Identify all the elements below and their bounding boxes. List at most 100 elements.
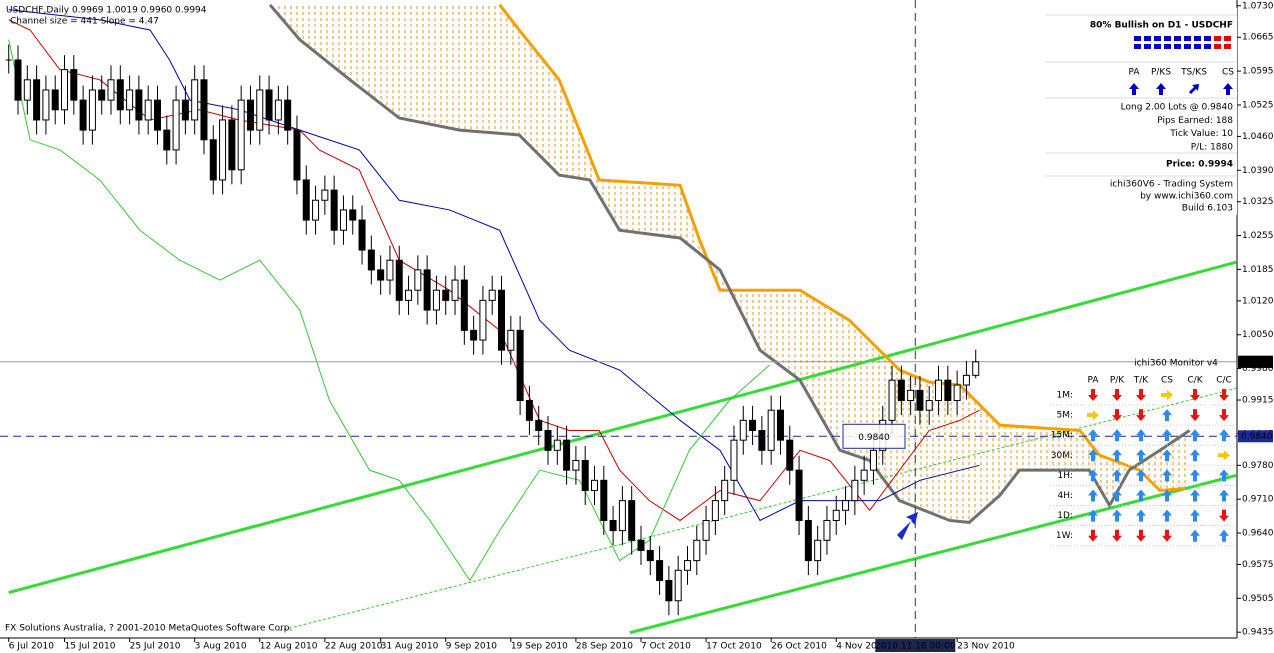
monitor-row-label: 1W:	[1056, 531, 1073, 541]
candle-body	[61, 69, 69, 111]
panel-info: ichi360V6 - Trading System	[1110, 180, 1233, 190]
candle-body	[451, 279, 459, 301]
panel-info: Build 6.103	[1182, 204, 1233, 214]
signal-icon	[1162, 469, 1172, 482]
candle-body	[637, 539, 645, 551]
candle-body	[460, 279, 468, 331]
y-tick-label: 1.0730	[1242, 1, 1274, 11]
signal-icon	[1190, 389, 1200, 401]
y-tick-label: 1.0185	[1242, 265, 1274, 275]
panel-column: P/KS	[1151, 68, 1171, 78]
indicator-line	[498, 3, 1186, 493]
candle-body	[228, 119, 236, 171]
candle-body	[525, 400, 533, 421]
signal-icon	[1112, 409, 1122, 422]
candle-body	[656, 560, 664, 581]
strength-block	[1184, 36, 1191, 41]
chart-subtitle: Channel size = 441 Slope = 4.47	[10, 17, 159, 27]
candle-body	[470, 329, 478, 341]
candle-body	[944, 379, 952, 402]
monitor-row-label: 1D:	[1057, 511, 1073, 521]
candle-body	[888, 379, 896, 421]
trade-info: Pips Earned: 188	[1157, 116, 1233, 126]
signal-icon	[1218, 450, 1230, 461]
candle-body	[302, 179, 310, 221]
signal-icon	[1112, 489, 1122, 502]
y-tick-label: 1.0050	[1242, 330, 1274, 340]
candle-body	[907, 389, 915, 402]
candle-body	[739, 419, 747, 441]
trade-info: P/L: 1880	[1191, 142, 1234, 152]
candle-body	[116, 79, 124, 111]
candle-body	[935, 379, 943, 402]
indicator-line	[8, 9, 980, 522]
signal-icon	[1190, 429, 1200, 442]
signal-icon	[1088, 509, 1098, 522]
signal-icon	[1088, 489, 1098, 502]
strength-block	[1224, 44, 1231, 49]
candle-body	[516, 329, 524, 402]
panel-column: CS	[1222, 68, 1234, 78]
panel-info: by www.ichi360.com	[1140, 192, 1233, 202]
entry-price-label: 0.9840	[1241, 432, 1273, 442]
candle-body	[683, 560, 691, 571]
signal-icon	[1190, 509, 1200, 522]
trade-info: Tick Value: 10	[1169, 129, 1233, 139]
candle-body	[386, 259, 394, 281]
signal-icon	[1190, 409, 1200, 422]
candle-body	[51, 89, 59, 111]
strength-block	[1214, 44, 1221, 49]
candle-body	[498, 289, 506, 351]
candle-body	[823, 519, 831, 541]
signal-icon	[1136, 529, 1146, 542]
strength-block	[1134, 44, 1141, 49]
candle-body	[860, 469, 868, 481]
panel-title: 80% Bullish on D1 - USDCHF	[1090, 21, 1233, 31]
y-tick-label: 1.0665	[1242, 33, 1274, 43]
monitor-row-label: 30M:	[1051, 451, 1073, 461]
signal-icon	[1088, 469, 1098, 482]
candle-body	[553, 439, 561, 451]
y-tick-label: 1.0255	[1242, 231, 1274, 241]
signal-icon	[1129, 83, 1139, 95]
candle-body	[219, 119, 227, 181]
signal-icon	[1136, 469, 1146, 482]
strength-block	[1224, 36, 1231, 41]
y-tick-label: 0.9505	[1242, 594, 1274, 604]
candle-body	[776, 409, 784, 441]
candle-body	[209, 139, 217, 181]
signal-icon	[1161, 390, 1173, 400]
panel-column: PA	[1128, 68, 1140, 78]
monitor-column: CS	[1161, 376, 1173, 386]
y-tick-label: 1.0120	[1242, 296, 1274, 306]
candle-body	[488, 289, 496, 301]
candle-body	[274, 99, 282, 121]
signal-icon	[1112, 509, 1122, 522]
signal-icon	[1136, 409, 1146, 422]
candle-body	[256, 89, 264, 131]
candle-body	[804, 519, 812, 562]
strength-block	[1154, 44, 1161, 49]
signal-icon	[1190, 489, 1200, 502]
x-tick-label: 3 Aug 2010	[195, 642, 247, 652]
signal-icon	[1162, 409, 1172, 422]
signal-icon	[1189, 84, 1199, 94]
x-tick-label: 28 Sep 2010	[576, 642, 633, 652]
current-price-box	[1238, 355, 1273, 368]
candle-body	[200, 79, 208, 141]
signal-icon	[1156, 83, 1166, 95]
candle-body	[693, 539, 701, 562]
candle-body	[98, 89, 106, 101]
x-tick-label: 6 Jul 2010	[9, 642, 54, 652]
candle-body	[674, 569, 682, 602]
y-tick-label: 0.9710	[1242, 495, 1274, 505]
strength-block	[1204, 36, 1211, 41]
signal-icon	[1087, 410, 1099, 421]
signal-icon	[1223, 83, 1233, 95]
candle-body	[618, 500, 626, 532]
candle-body	[153, 99, 161, 131]
candle-body	[70, 69, 78, 101]
y-tick-label: 0.9915	[1242, 396, 1274, 406]
monitor-row-label: 4H:	[1057, 491, 1073, 501]
